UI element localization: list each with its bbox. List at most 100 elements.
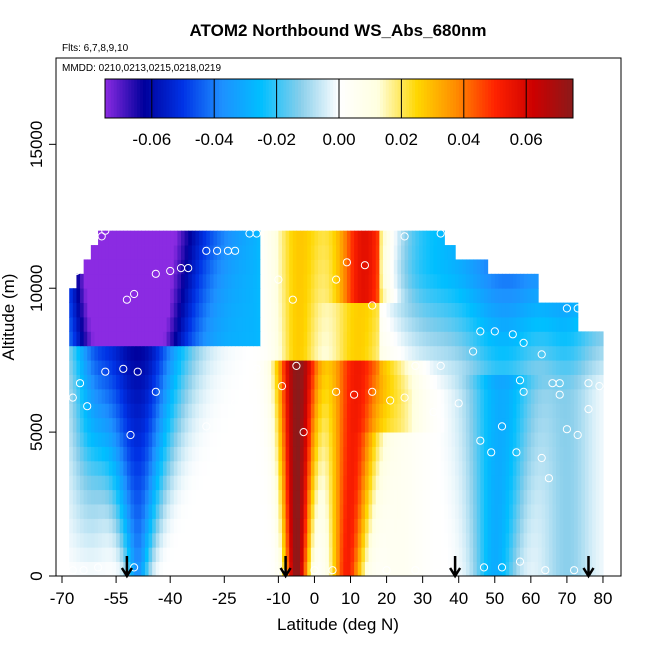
heatmap-cell (390, 489, 395, 505)
heatmap-cell (455, 374, 460, 390)
heatmap-cell (559, 460, 564, 476)
heatmap-cell (350, 331, 355, 347)
heatmap-cell (170, 317, 175, 332)
heatmap-cell (498, 518, 503, 534)
heatmap-cell (271, 561, 276, 577)
heatmap-cell (469, 331, 474, 347)
sample-point (519, 338, 528, 347)
heatmap-cell (191, 245, 197, 260)
heatmap-cell (209, 302, 215, 318)
heatmap-cell (469, 374, 474, 390)
heatmap-cell (119, 331, 124, 347)
heatmap-cell (321, 288, 326, 304)
heatmap-cell (101, 331, 106, 347)
heatmap-cell (505, 360, 510, 375)
heatmap-cell (144, 374, 150, 390)
heatmap-cell (534, 417, 539, 433)
heatmap-cell (415, 432, 420, 447)
heatmap-cell (375, 432, 380, 447)
heatmap-cell (447, 245, 453, 260)
colorbar-segment (122, 79, 126, 118)
heatmap-cell (199, 230, 204, 246)
heatmap-cell (152, 518, 157, 534)
heatmap-cell (451, 374, 456, 390)
heatmap-cell (134, 518, 139, 534)
heatmap-cell (108, 475, 114, 491)
heatmap-cell (256, 417, 261, 433)
heatmap-cell (152, 432, 157, 447)
heatmap-cell (281, 331, 287, 347)
heatmap-cell (469, 417, 474, 433)
heatmap-cell (310, 374, 316, 390)
heatmap-cell (235, 518, 240, 534)
heatmap-cell (220, 331, 225, 347)
heatmap-cell (480, 273, 485, 289)
heatmap-cell (321, 547, 326, 563)
heatmap-cell (177, 446, 182, 462)
heatmap-cell (274, 446, 279, 462)
colorbar-segment (444, 79, 448, 118)
heatmap-cell (119, 317, 124, 332)
heatmap-cell (162, 273, 168, 289)
heatmap-cell (170, 230, 175, 246)
chart-subtitle-dates: MMDD: 0210,0213,0215,0218,0219 (62, 63, 221, 74)
heatmap-cell (458, 518, 463, 534)
heatmap-cell (433, 245, 438, 260)
heatmap-cell (483, 259, 489, 275)
heatmap-cell (90, 489, 96, 505)
heatmap-cell (361, 532, 366, 548)
heatmap-cell (520, 388, 525, 404)
heatmap-cell (69, 532, 74, 548)
heatmap-cell (177, 475, 182, 491)
heatmap-cell (491, 374, 496, 390)
heatmap-cell (123, 317, 128, 332)
heatmap-cell (401, 475, 406, 491)
heatmap-cell (516, 345, 521, 361)
sample-point (94, 563, 103, 572)
heatmap-cell (83, 259, 88, 275)
heatmap-cell (300, 547, 305, 563)
heatmap-cell (144, 547, 150, 563)
heatmap-cell (588, 518, 593, 534)
heatmap-cell (245, 273, 251, 289)
heatmap-cell (141, 547, 146, 563)
heatmap-cell (588, 417, 593, 433)
heatmap-cell (545, 388, 550, 404)
heatmap-cell (231, 489, 236, 505)
heatmap-cell (238, 317, 243, 332)
colorbar-segment (546, 79, 551, 118)
heatmap-cell (444, 360, 449, 375)
sample-point (411, 361, 420, 370)
heatmap-cell (159, 532, 164, 548)
heatmap-cell (181, 360, 186, 375)
heatmap-cell (390, 230, 395, 246)
heatmap-cell (296, 432, 301, 447)
heatmap-cell (523, 360, 528, 375)
heatmap-cell (426, 345, 431, 361)
heatmap-cell (559, 532, 564, 548)
heatmap-cell (498, 417, 503, 433)
sample-point (72, 266, 81, 276)
heatmap-cell (523, 475, 528, 491)
heatmap-cell (530, 331, 536, 347)
colorbar-segment (561, 79, 565, 118)
heatmap-cell (426, 432, 431, 447)
heatmap-cell (152, 273, 157, 289)
heatmap-cell (303, 388, 308, 404)
heatmap-cell (134, 532, 139, 548)
heatmap-cell (584, 561, 590, 577)
heatmap-cell (476, 317, 481, 332)
heatmap-cell (256, 432, 261, 447)
heatmap-cell (408, 432, 413, 447)
heatmap-cell (364, 561, 370, 577)
heatmap-cell (119, 374, 124, 390)
colorbar-segment (362, 79, 366, 118)
heatmap-cell (422, 317, 427, 332)
heatmap-cell (545, 432, 550, 447)
heatmap-cell (220, 259, 225, 275)
heatmap-cell (195, 403, 200, 419)
heatmap-cell (476, 259, 481, 275)
heatmap-cell (538, 417, 543, 433)
heatmap-cell (141, 446, 146, 462)
heatmap-cell (141, 432, 146, 447)
